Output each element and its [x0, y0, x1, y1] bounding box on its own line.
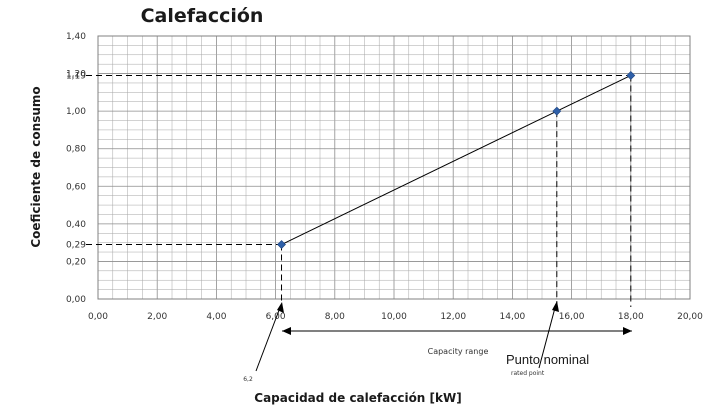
y-tick-label: 1,00 — [66, 107, 86, 117]
punto-nominal-label: Punto nominal — [506, 352, 589, 367]
y-tick-label: 0,40 — [66, 220, 86, 230]
y-tick-label: 0,60 — [66, 182, 86, 192]
x-tick-label: 18,00 — [618, 312, 644, 322]
y-tick-labels: 0,00 0,20 0,40 0,60 0,80 1,00 1,20 1,40 0,29 1,19 — [66, 32, 86, 305]
rated-point-label: rated point — [511, 370, 545, 377]
min-capacity-arrow — [255, 302, 284, 372]
x-tick-label: 4,00 — [206, 312, 226, 322]
reference-lines — [86, 74, 632, 307]
x-tick-label: 12,00 — [440, 312, 466, 322]
x-tick-labels: 0,00 2,00 4,00 6,00 8,00 10,00 12,00 14,00 16,00… — [88, 312, 703, 322]
x-tick-label: 20,00 — [677, 312, 703, 322]
data-point — [277, 240, 286, 249]
min-capacity-label: 6,2 — [243, 376, 253, 383]
data-points — [277, 71, 636, 249]
y-tick-label: 1,19 — [66, 71, 86, 81]
x-tick-label: 10,00 — [381, 312, 407, 322]
y-tick-label: 0,29 — [66, 241, 86, 251]
plot-area-border — [97, 35, 691, 300]
capacity-range-arrow — [282, 327, 632, 335]
x-axis-label: Capacidad de calefacción [kW] — [254, 391, 461, 405]
y-tick-label: 0,20 — [66, 257, 86, 267]
series-line — [281, 74, 632, 245]
y-tick-label: 0,80 — [66, 145, 86, 155]
x-tick-label: 8,00 — [325, 312, 345, 322]
y-tick-label: 0,00 — [66, 295, 86, 305]
x-tick-label: 2,00 — [147, 312, 167, 322]
capacity-range-label: Capacity range — [428, 347, 489, 356]
x-tick-label: 6,00 — [266, 312, 286, 322]
x-tick-label: 0,00 — [88, 312, 108, 322]
data-point — [552, 106, 562, 116]
data-point — [626, 71, 636, 80]
x-tick-label: 14,00 — [500, 312, 526, 322]
rated-point-arrow — [538, 301, 559, 369]
y-tick-label: 1,40 — [66, 32, 86, 42]
y-axis-label: Coeficiente de consumo — [29, 86, 43, 247]
grid — [97, 35, 691, 300]
y-tick-label: 1,20 — [66, 70, 86, 80]
x-tick-label: 16,00 — [559, 312, 585, 322]
chart-title: Calefacción — [141, 5, 264, 27]
